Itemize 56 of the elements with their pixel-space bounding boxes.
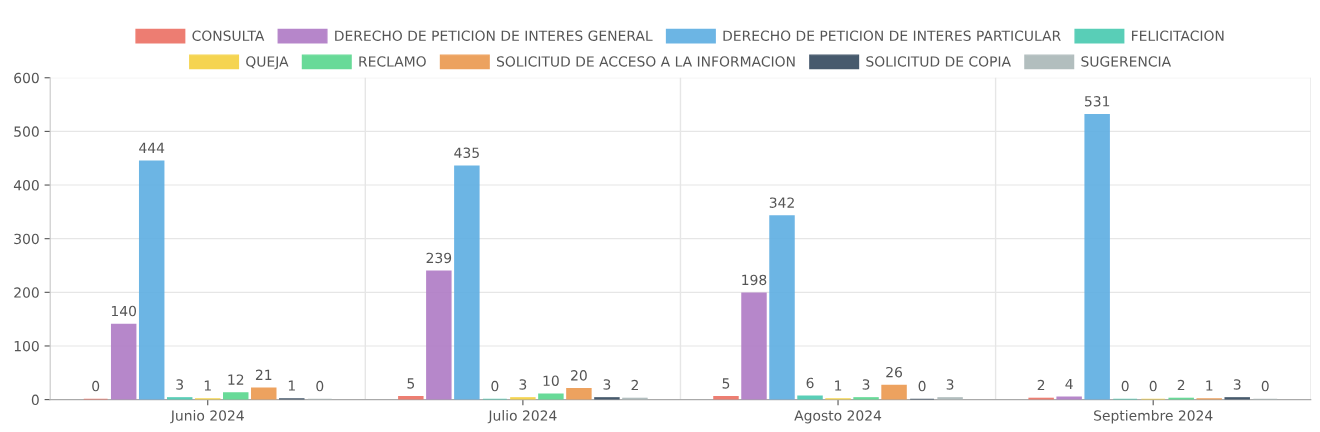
data-label: 2 bbox=[1037, 379, 1045, 391]
data-label: 20 bbox=[571, 370, 587, 381]
y-tick-label: 100 bbox=[14, 340, 39, 352]
x-tick-label: Agosto 2024 bbox=[794, 410, 882, 424]
data-label: 3 bbox=[603, 379, 611, 390]
data-label: 26 bbox=[886, 366, 903, 378]
data-label: 239 bbox=[426, 252, 452, 264]
y-tick-label: 0 bbox=[31, 394, 39, 406]
data-label: 1 bbox=[288, 380, 295, 391]
data-label: 444 bbox=[139, 142, 165, 153]
legend-label: QUEJA bbox=[246, 56, 289, 70]
data-label: 531 bbox=[1084, 96, 1110, 107]
x-tick-label: Septiembre 2024 bbox=[1094, 410, 1213, 424]
legend-label: RECLAMO bbox=[359, 56, 426, 67]
data-label: 1 bbox=[835, 380, 842, 391]
y-tick-label: 200 bbox=[14, 287, 39, 298]
data-label: 0 bbox=[1261, 380, 1269, 392]
data-label: 2 bbox=[1177, 379, 1185, 391]
data-label: 0 bbox=[1121, 380, 1129, 392]
data-label: 4 bbox=[1065, 378, 1073, 390]
data-label: 21 bbox=[255, 369, 272, 380]
legend-label: SOLICITUD DE ACCESO A LA INFORMACION bbox=[496, 56, 795, 67]
legend-label: SOLICITUD DE COPIA bbox=[866, 56, 1011, 67]
y-tick-label: 600 bbox=[14, 72, 39, 84]
data-label: 0 bbox=[918, 380, 926, 392]
legend-label: DERECHO DE PETICION DE INTERES PARTICULAR bbox=[723, 30, 1061, 41]
data-label: 3 bbox=[1233, 379, 1241, 390]
data-label: 3 bbox=[946, 379, 954, 390]
data-label: 12 bbox=[228, 374, 244, 385]
data-label: 140 bbox=[111, 305, 137, 317]
data-label: 10 bbox=[543, 375, 559, 386]
y-tick-label: 300 bbox=[14, 233, 39, 245]
data-label: 198 bbox=[742, 274, 767, 286]
data-label: 3 bbox=[862, 379, 870, 390]
y-tick-label: 500 bbox=[14, 126, 39, 137]
legend-label: FELICITACION bbox=[1132, 30, 1224, 41]
data-label: 0 bbox=[316, 380, 324, 392]
data-label: 2 bbox=[631, 379, 638, 391]
legend-label: SUGERENCIA bbox=[1081, 56, 1172, 67]
data-label: 3 bbox=[519, 379, 527, 390]
legend-label: CONSULTA bbox=[192, 30, 265, 41]
data-label: 0 bbox=[1149, 380, 1157, 392]
data-label: 1 bbox=[204, 380, 211, 391]
data-label: 0 bbox=[92, 380, 100, 392]
data-label: 435 bbox=[454, 147, 479, 159]
x-tick-label: Junio 2024 bbox=[170, 410, 244, 424]
data-label: 0 bbox=[491, 380, 499, 392]
x-tick-label: Julio 2024 bbox=[487, 410, 557, 424]
data-label: 6 bbox=[806, 377, 814, 389]
data-label: 3 bbox=[176, 379, 184, 390]
data-label: 5 bbox=[407, 378, 415, 389]
data-label: 1 bbox=[1206, 380, 1213, 391]
y-tick-label: 400 bbox=[13, 180, 39, 191]
legend-label: DERECHO DE PETICION DE INTERES GENERAL bbox=[335, 30, 653, 41]
data-label: 342 bbox=[769, 197, 794, 208]
data-label: 5 bbox=[722, 378, 730, 389]
